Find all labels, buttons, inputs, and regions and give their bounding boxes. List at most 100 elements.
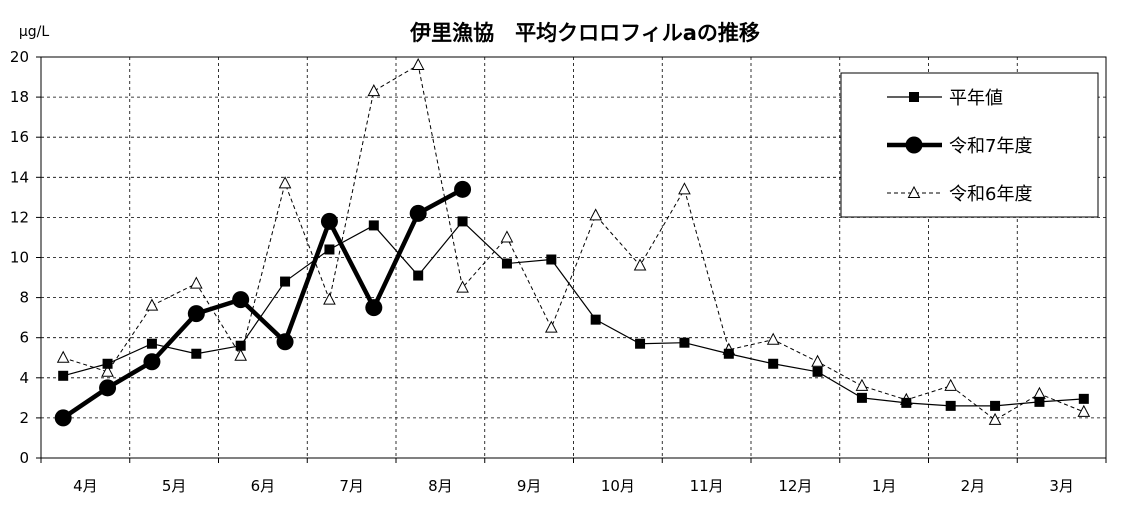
series-line [63,220,1084,407]
data-point [235,340,246,351]
x-tick-label: 11月 [690,477,724,495]
y-axis-unit: μg/L [19,24,50,40]
data-point [276,333,294,351]
data-point [189,276,203,289]
data-point [99,379,117,397]
data-point [1033,386,1046,399]
data-point [143,353,161,371]
data-point [102,358,113,369]
data-point [58,370,69,381]
data-point [856,392,867,403]
data-point [368,220,379,231]
chart-title: 伊里漁協 平均クロロフィルaの推移 [409,21,760,45]
data-point [944,378,958,391]
data-point [413,270,424,281]
y-tick-label: 14 [10,168,29,186]
data-point [590,314,601,325]
y-tick-label: 6 [19,329,29,347]
data-point [146,338,157,349]
data-point [855,378,869,391]
data-point [454,180,472,198]
y-tick-label: 4 [19,369,29,387]
data-point [232,291,250,309]
data-point [723,348,734,359]
x-tick-label: 10月 [601,477,635,495]
data-point [990,400,1001,411]
y-tick-label: 2 [19,409,29,427]
y-tick-label: 10 [10,249,29,267]
data-point [323,292,336,305]
data-point [1078,393,1089,404]
data-point [988,412,1002,425]
data-point [56,350,70,363]
y-tick-label: 0 [19,449,29,467]
legend-marker [909,92,919,102]
data-point [1034,396,1045,407]
data-point [766,332,780,345]
data-point [409,204,427,222]
x-tick-labels: 4月 5月 6月 7月 8月 9月 10月 11月 12月 1月 2月 3月 [73,477,1074,495]
legend-label: 平年値 [949,88,1003,109]
legend-marker [907,185,921,198]
data-point [54,409,72,427]
data-point [812,366,823,377]
y-tick-label: 20 [10,48,29,66]
legend-box [840,72,1099,218]
data-point [456,280,469,293]
y-tick-labels: 0 2 4 6 8 10 12 14 16 18 20 [10,48,29,467]
series-0 [58,216,1089,411]
x-tick-label: 2月 [961,477,986,495]
data-point [768,358,779,369]
data-point [457,216,468,227]
x-tick-label: 4月 [73,477,98,495]
data-point [234,348,248,361]
legend-marker [905,136,923,154]
data-point [1077,404,1091,417]
data-point [280,276,291,287]
series-2 [56,57,1091,425]
x-tick-label: 3月 [1049,477,1074,495]
data-point [191,348,202,359]
data-point [679,337,690,348]
data-point [500,230,514,243]
data-point [811,354,824,367]
y-tick-label: 12 [10,208,29,226]
y-tick-label: 8 [19,289,29,307]
data-point [633,258,647,271]
series-line [63,64,1084,421]
data-point [678,182,691,195]
data-point [367,84,381,97]
series-1 [54,180,472,427]
data-point [546,254,557,265]
data-point [145,298,159,311]
y-tick-label: 16 [10,128,29,146]
data-point [278,176,292,189]
data-point [544,320,558,333]
x-tick-label: 7月 [339,477,364,495]
data-point [101,364,114,377]
y-tick-label: 18 [10,88,29,106]
legend-label: 令和7年度 [949,136,1032,157]
legend-label: 令和6年度 [949,184,1032,205]
x-tick-label: 12月 [778,477,812,495]
data-point [365,299,383,317]
series-layer [54,57,1091,427]
x-tick-label: 1月 [872,477,897,495]
data-point [187,305,205,323]
data-point [901,397,912,408]
x-tick-label: 5月 [162,477,187,495]
data-point [324,244,335,255]
data-point [635,338,646,349]
data-point [945,400,956,411]
x-tick-label: 9月 [517,477,542,495]
data-point [320,212,338,230]
x-tick-label: 8月 [428,477,453,495]
axes [36,56,1107,463]
data-point [589,208,603,221]
x-tick-label: 6月 [251,477,276,495]
data-point [411,57,425,71]
series-line [61,187,464,420]
data-point [501,258,512,269]
